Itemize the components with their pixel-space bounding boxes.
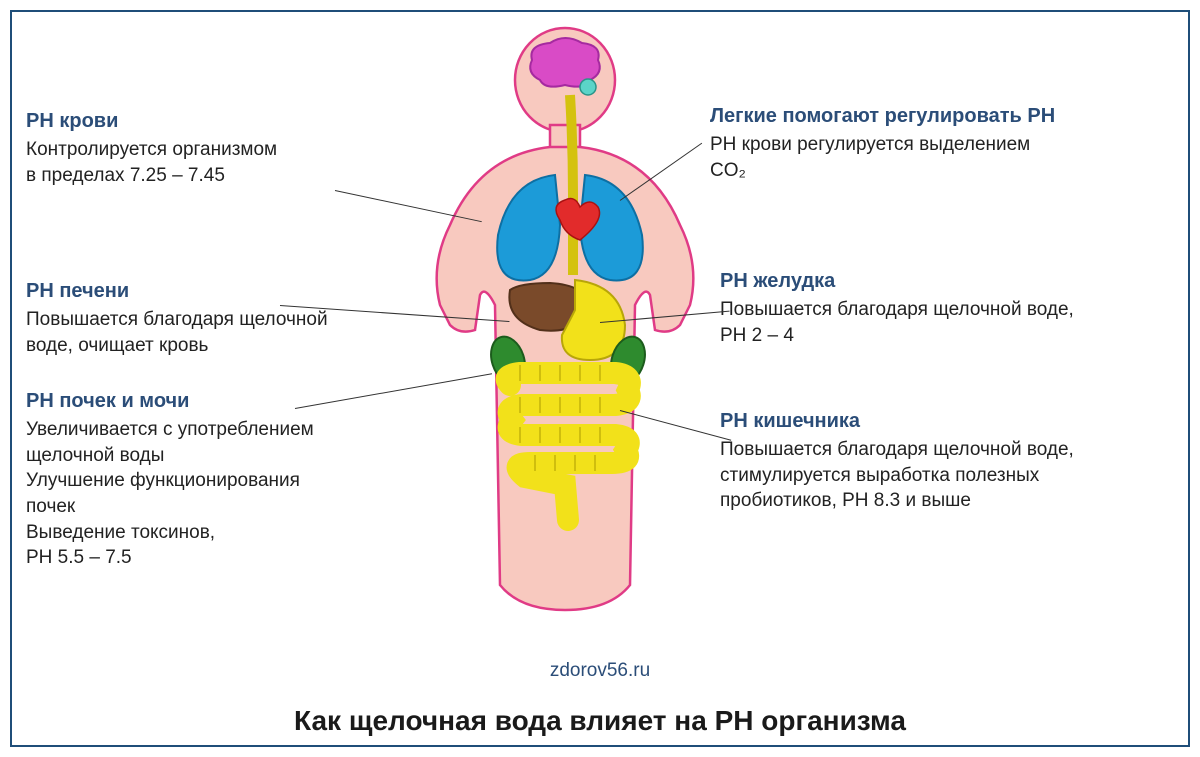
source-text: zdorov56.ru [550, 660, 650, 681]
label-body: Увеличивается с употреблением щелочной в… [26, 417, 376, 571]
label-title: PH печени [26, 280, 376, 303]
label-title: Легкие помогают регулировать PH [710, 105, 1170, 128]
label-block: PH почек и мочи Увеличивается с употребле… [26, 390, 376, 571]
label-body: PH крови регулируется выделением CO₂ [710, 132, 1170, 183]
label-body: Контролируется организмом в пределах 7.2… [26, 137, 366, 188]
label-block: PH желудка Повышается благодаря щелочной … [720, 270, 1160, 348]
label-title: PH желудка [720, 270, 1160, 293]
source-link: zdorov56.ru [0, 660, 1200, 682]
label-block: Легкие помогают регулировать PH PH крови … [710, 105, 1170, 183]
esophagus [570, 95, 573, 275]
eye-icon [580, 79, 596, 95]
label-body: Повышается благодаря щелочной воде, PH 2… [720, 297, 1160, 348]
label-block: PH кишечника Повышается благодаря щелочно… [720, 410, 1170, 514]
body-diagram [390, 25, 740, 625]
label-body: Повышается благодаря щелочной воде, очищ… [26, 307, 376, 358]
main-title: Как щелочная вода влияет на PH организма [0, 705, 1200, 737]
label-block: PH печени Повышается благодаря щелочной в… [26, 280, 376, 358]
label-title: PH кишечника [720, 410, 1170, 433]
main-title-text: Как щелочная вода влияет на PH организма [294, 705, 906, 736]
label-body: Повышается благодаря щелочной воде, стим… [720, 437, 1170, 514]
label-title: PH крови [26, 110, 366, 133]
label-title: PH почек и мочи [26, 390, 376, 413]
label-block: PH крови Контролируется организмом в пред… [26, 110, 366, 188]
